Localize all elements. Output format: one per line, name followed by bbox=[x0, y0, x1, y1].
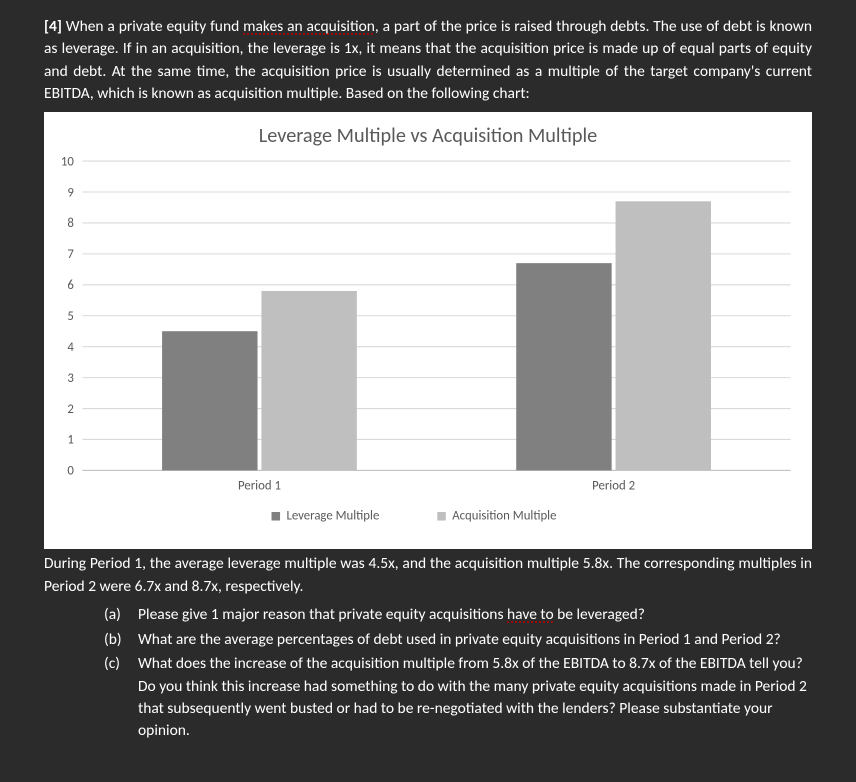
y-tick-label: 4 bbox=[67, 340, 74, 355]
spellcheck-squiggle: makes an acquisition bbox=[243, 17, 375, 36]
question-c-text: What does the increase of the acquisitio… bbox=[138, 653, 812, 743]
bar bbox=[516, 263, 611, 470]
bar bbox=[261, 291, 356, 470]
y-tick-label: 1 bbox=[67, 433, 73, 448]
y-tick-label: 8 bbox=[67, 216, 73, 231]
y-tick-label: 10 bbox=[61, 154, 74, 169]
legend-label: Leverage Multiple bbox=[286, 508, 379, 523]
y-tick-label: 7 bbox=[67, 247, 74, 262]
question-a-text: Please give 1 major reason that private … bbox=[138, 604, 812, 626]
y-tick-label: 0 bbox=[67, 464, 74, 479]
problem-intro: [4] When a private equity fund makes an … bbox=[44, 16, 812, 106]
question-b-marker: (b) bbox=[104, 629, 138, 651]
chart-container: Leverage Multiple vs Acquisition Multipl… bbox=[44, 112, 812, 549]
y-tick-label: 6 bbox=[67, 278, 74, 293]
legend-swatch bbox=[437, 512, 446, 521]
question-c: (c) What does the increase of the acquis… bbox=[104, 653, 812, 743]
question-list: (a) Please give 1 major reason that priv… bbox=[44, 604, 812, 743]
problem-mid-text: During Period 1, the average leverage mu… bbox=[44, 553, 812, 598]
problem-number: [4] bbox=[44, 17, 62, 36]
legend-label: Acquisition Multiple bbox=[452, 508, 556, 523]
leverage-vs-acquisition-chart: Leverage Multiple vs Acquisition Multipl… bbox=[44, 112, 812, 549]
question-b-text: What are the average percentages of debt… bbox=[138, 629, 812, 651]
y-tick-label: 9 bbox=[67, 185, 74, 200]
legend-swatch bbox=[272, 512, 281, 521]
bar bbox=[162, 331, 257, 470]
question-c-marker: (c) bbox=[104, 653, 138, 743]
x-tick-label: Period 1 bbox=[238, 478, 281, 493]
chart-title: Leverage Multiple vs Acquisition Multipl… bbox=[259, 124, 597, 148]
y-tick-label: 5 bbox=[67, 309, 73, 324]
y-tick-label: 2 bbox=[67, 402, 73, 417]
bar bbox=[616, 201, 711, 470]
spellcheck-squiggle: have to bbox=[507, 605, 554, 624]
x-tick-label: Period 2 bbox=[592, 478, 635, 493]
question-a-marker: (a) bbox=[104, 604, 138, 626]
question-a: (a) Please give 1 major reason that priv… bbox=[104, 604, 812, 626]
y-tick-label: 3 bbox=[67, 371, 73, 386]
question-b: (b) What are the average percentages of … bbox=[104, 629, 812, 651]
